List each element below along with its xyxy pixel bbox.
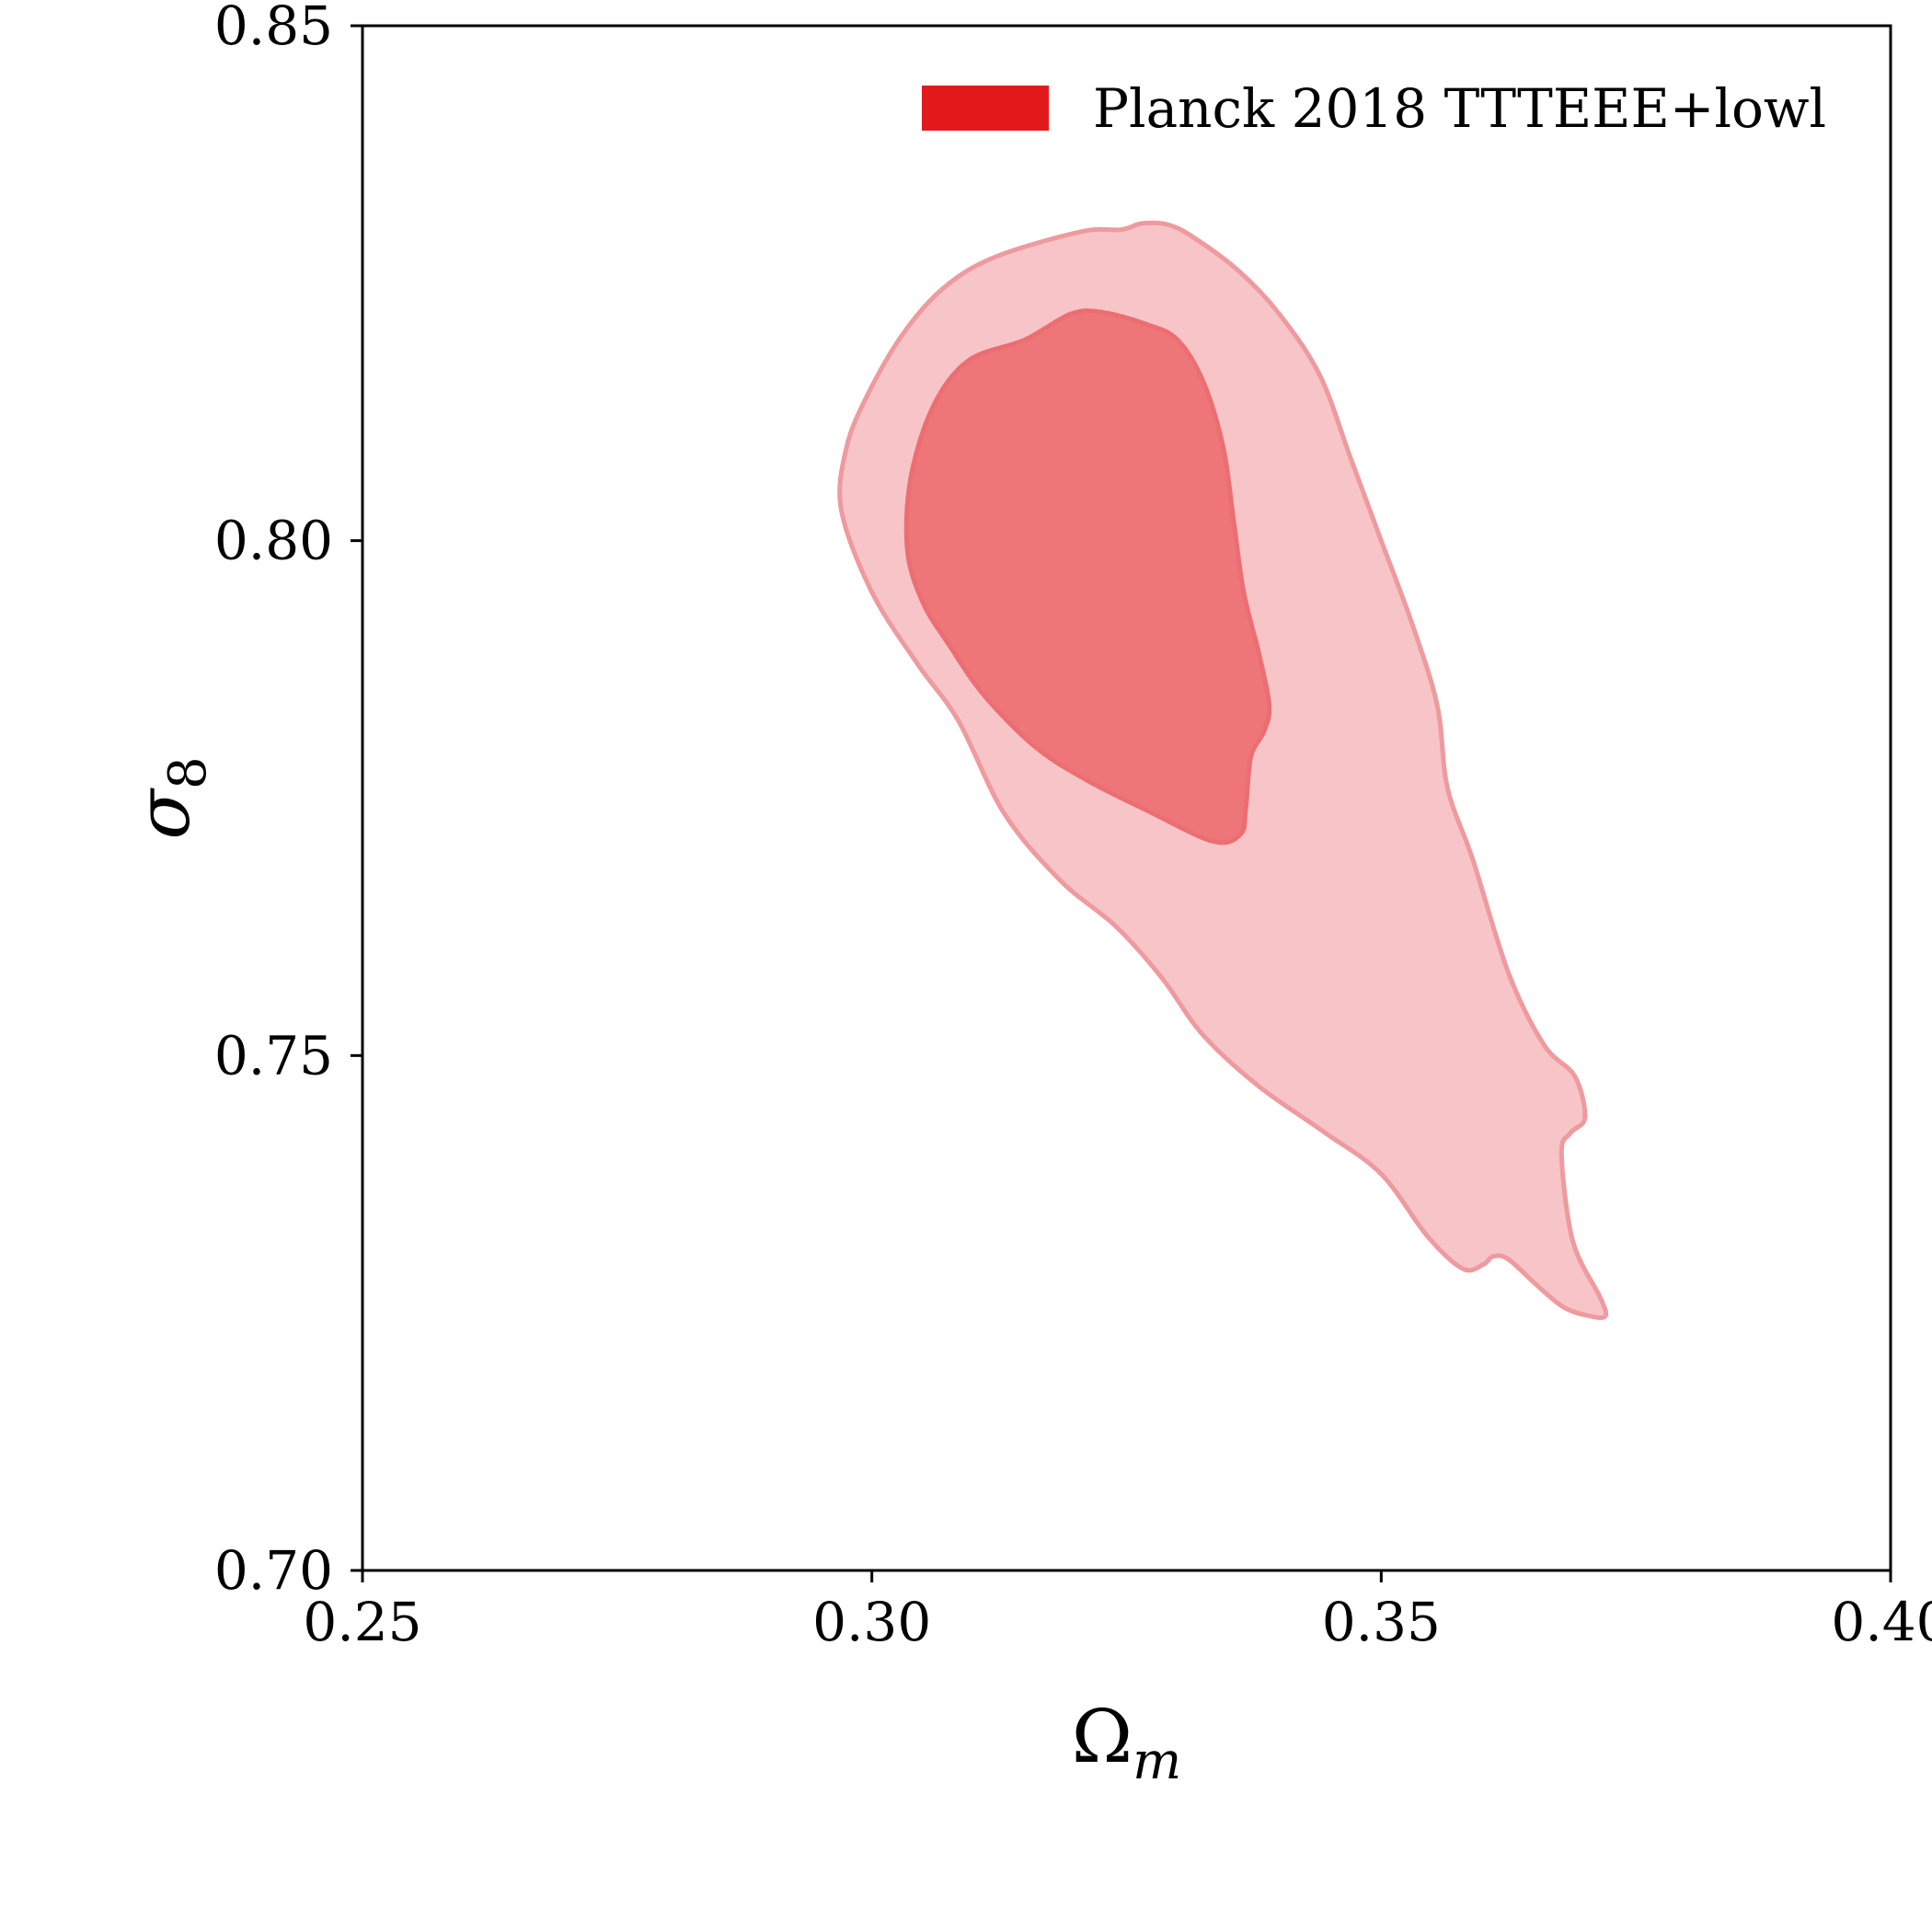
- y-axis-label-subscript: 8: [158, 756, 218, 789]
- x-tick-label: 0.35: [1322, 1591, 1441, 1653]
- x-axis: 0.25 0.30 0.35 0.40: [303, 1570, 1932, 1653]
- x-axis-label-main: Ω: [1072, 1694, 1133, 1779]
- x-axis-label-subscript: m: [1133, 1731, 1181, 1791]
- contour-layer: [837, 220, 1609, 1320]
- y-axis: 0.70 0.75 0.80 0.85: [214, 0, 362, 1602]
- y-tick-label: 0.75: [214, 1024, 333, 1087]
- x-tick-label: 0.30: [812, 1591, 931, 1653]
- y-axis-label: σ8: [121, 756, 218, 839]
- legend-swatch: [922, 86, 1049, 131]
- contour-68-region: [903, 308, 1272, 845]
- x-tick-label: 0.25: [303, 1591, 421, 1653]
- y-tick-label: 0.85: [214, 0, 333, 57]
- x-axis-label: Ωm: [1072, 1694, 1181, 1791]
- y-axis-label-main: σ: [121, 788, 206, 840]
- legend-label: Planck 2018 TTTEEE+lowl: [1093, 77, 1826, 140]
- y-tick-label: 0.70: [214, 1539, 333, 1602]
- x-tick-label: 0.40: [1831, 1591, 1932, 1653]
- plot-frame: [361, 24, 1892, 1572]
- y-tick-label: 0.80: [214, 510, 333, 572]
- legend: Planck 2018 TTTEEE+lowl: [922, 77, 1826, 140]
